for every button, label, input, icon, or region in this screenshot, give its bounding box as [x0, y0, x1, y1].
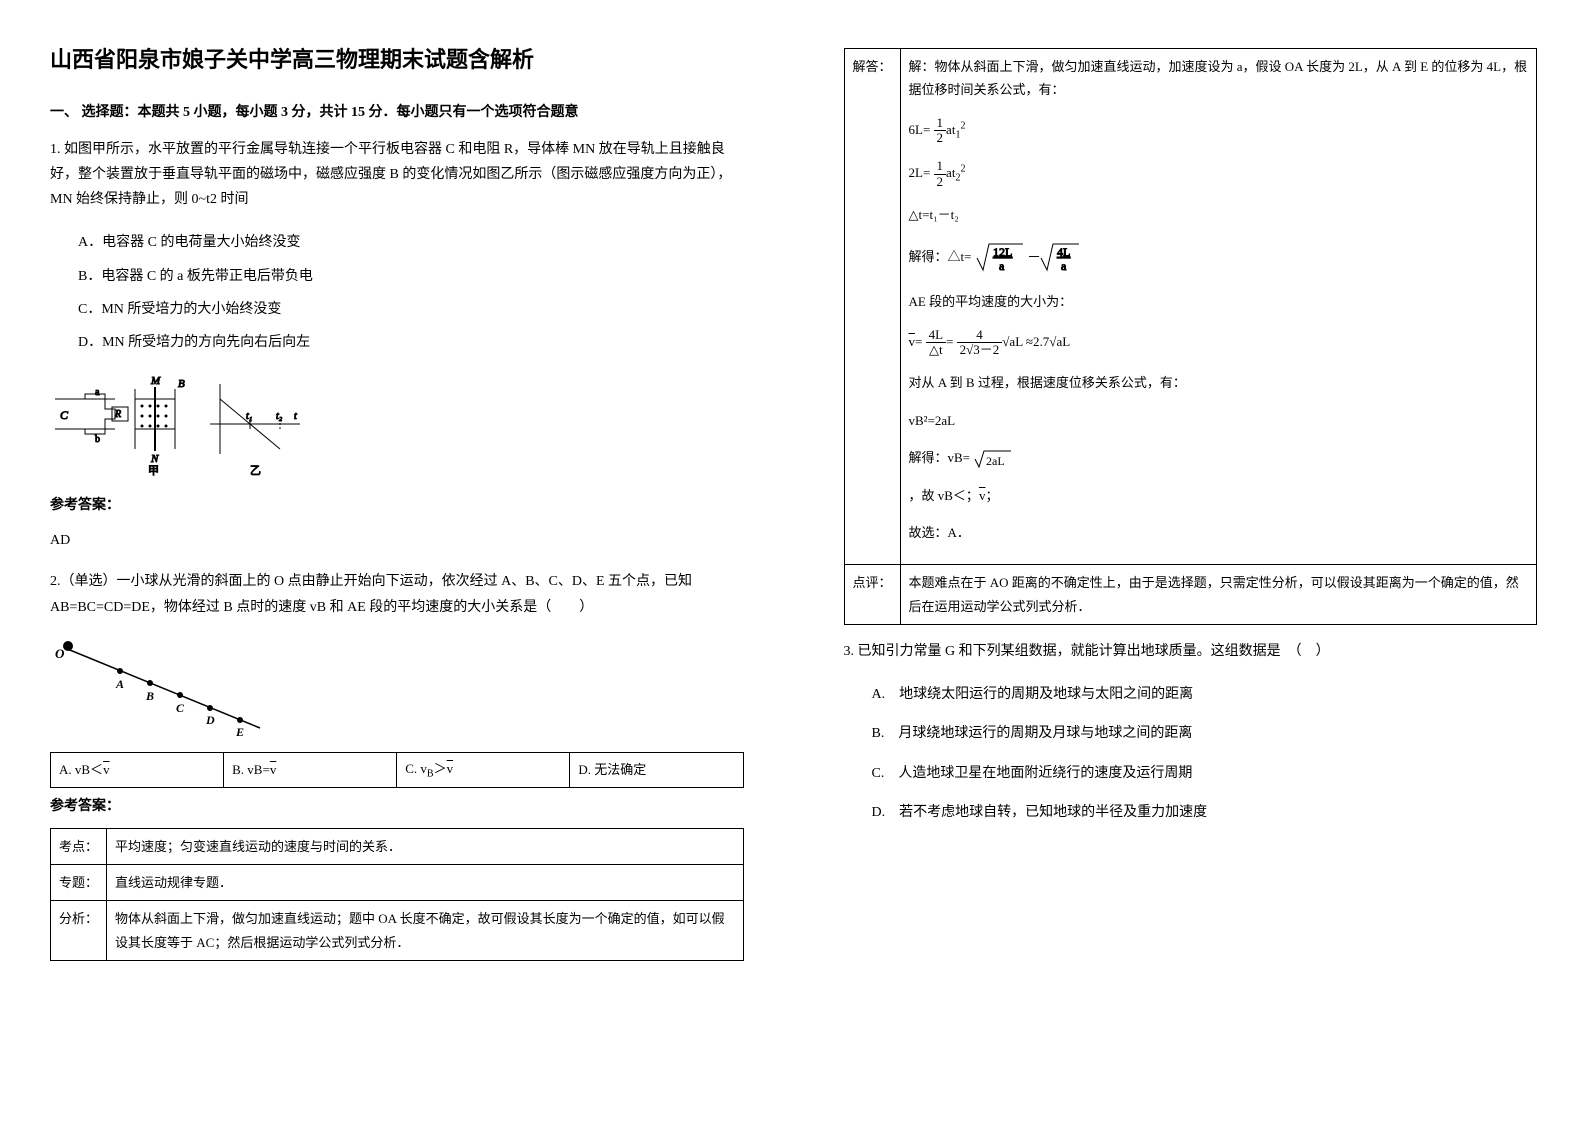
svg-text:A: A [115, 677, 124, 691]
q2-answer-label: 参考答案： [50, 794, 744, 819]
eq6: vB²=2aL [909, 409, 1528, 432]
svg-text:N: N [150, 453, 159, 465]
q2-sol-table-part1: 考点：平均速度；匀变速直线运动的速度与时间的关系． 专题：直线运动规律专题． 分… [50, 828, 744, 962]
q2-stem: 2.（单选）一小球从光滑的斜面上的 O 点由静止开始向下运动，依次经过 A、B、… [50, 569, 744, 619]
svg-text:B: B [145, 689, 154, 703]
svg-text:b: b [95, 434, 100, 445]
svg-text:a: a [1061, 259, 1067, 273]
svg-text:t₁: t₁ [246, 411, 252, 422]
q1-optA: A．电容器 C 的电荷量大小始终没变 [78, 230, 744, 255]
svg-text:E: E [235, 725, 244, 738]
svg-text:D: D [205, 713, 215, 727]
svg-text:a: a [999, 259, 1005, 273]
q1-optC: C．MN 所受培力的大小始终没变 [78, 297, 744, 322]
sol-line: 对从 A 到 B 过程，根据速度位移关系公式，有： [909, 371, 1528, 394]
q2-sol-table-part2: 解答： 解：物体从斜面上下滑，做匀加速直线运动，加速度设为 a，假设 OA 长度… [844, 48, 1538, 625]
eq3: △t=t₁－t₂ [909, 203, 1528, 226]
svg-text:12L: 12L [993, 245, 1012, 259]
doc-title: 山西省阳泉市娘子关中学高三物理期末试题含解析 [50, 40, 744, 80]
q3-optB: B. 月球绕地球运行的周期及月球与地球之间的距离 [872, 721, 1538, 746]
q1-stem: 1. 如图甲所示，水平放置的平行金属导轨连接一个平行板电容器 C 和电阻 R，导… [50, 137, 744, 213]
svg-text:t: t [294, 411, 297, 422]
q3-options: A. 地球绕太阳运行的周期及地球与太阳之间的距离 B. 月球绕地球运行的周期及月… [844, 682, 1538, 825]
q1-figure: C a b R M N 甲 B t₁ [50, 369, 744, 479]
svg-text:O: O [55, 646, 65, 661]
svg-text:a: a [95, 387, 100, 398]
q1-options: A．电容器 C 的电荷量大小始终没变 B．电容器 C 的 a 板先带正电后带负电… [50, 230, 744, 355]
q3-stem: 3. 已知引力常量 G 和下列某组数据，就能计算出地球质量。这组数据是 （ ） [844, 639, 1538, 664]
q1-optD: D．MN 所受培力的方向先向右后向左 [78, 330, 744, 355]
q2-choice-table: A. vB＜v B. vB=v C. vB＞v D. 无法确定 [50, 752, 744, 789]
svg-text:B: B [178, 378, 185, 390]
q3-optD: D. 若不考虑地球自转，已知地球的半径及重力加速度 [872, 800, 1538, 825]
eq2: 2L= 12at22 [909, 159, 1528, 189]
section-heading: 一、 选择题：本题共 5 小题，每小题 3 分，共计 15 分．每小题只有一个选… [50, 100, 744, 125]
q3-optA: A. 地球绕太阳运行的周期及地球与太阳之间的距离 [872, 682, 1538, 707]
svg-text:M: M [150, 375, 161, 387]
svg-text:甲: 甲 [148, 465, 159, 477]
eq5: v= 4L△t= 42√3－2√aL ≈2.7√aL [909, 328, 1528, 358]
svg-text:C: C [176, 701, 185, 715]
sol-line: ，故 vB＜；v； [909, 484, 1528, 507]
svg-text:t₂: t₂ [276, 411, 283, 422]
svg-text:－: － [1027, 251, 1041, 266]
right-column: 解答： 解：物体从斜面上下滑，做匀加速直线运动，加速度设为 a，假设 OA 长度… [794, 0, 1587, 1001]
q1-answer-label: 参考答案： [50, 493, 744, 518]
q3-optC: C. 人造地球卫星在地面附近绕行的速度及运行周期 [872, 761, 1538, 786]
q2-figure: O A B C D E [50, 638, 744, 738]
svg-text:R: R [114, 409, 121, 420]
eq7: 解得：vB= 2aL [909, 446, 1528, 469]
eq1: 6L= 12at12 [909, 116, 1528, 146]
q1-answer: AD [50, 528, 744, 553]
sol-line: 故选：A． [909, 521, 1528, 544]
q1-optB: B．电容器 C 的 a 板先带正电后带负电 [78, 264, 744, 289]
left-column: 山西省阳泉市娘子关中学高三物理期末试题含解析 一、 选择题：本题共 5 小题，每… [0, 0, 794, 1001]
svg-text:C: C [60, 408, 69, 422]
eq4: 解得：△t= 12L a － 4L a [909, 240, 1528, 276]
svg-text:乙: 乙 [250, 464, 261, 477]
sol-line: AE 段的平均速度的大小为： [909, 290, 1528, 313]
svg-text:4L: 4L [1057, 245, 1070, 259]
sol-line: 解：物体从斜面上下滑，做匀加速直线运动，加速度设为 a，假设 OA 长度为 2L… [909, 55, 1528, 102]
svg-text:2aL: 2aL [986, 454, 1005, 468]
